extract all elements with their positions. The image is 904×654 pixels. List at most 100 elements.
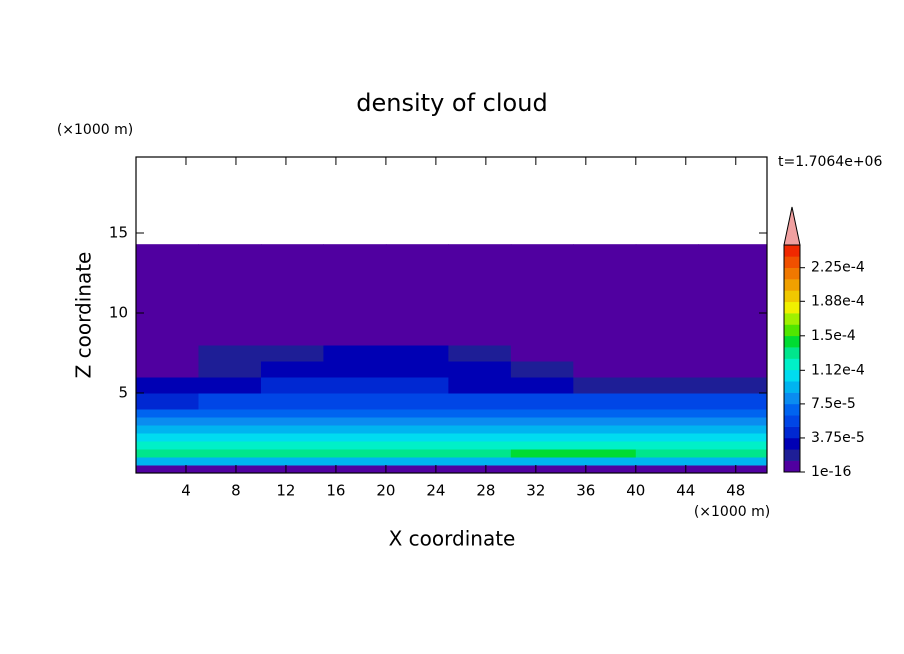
contour-cell — [260, 393, 324, 410]
contour-cell — [448, 441, 512, 450]
contour-cell — [448, 425, 512, 434]
contour-cell — [635, 361, 699, 378]
plot-frame — [135, 156, 768, 474]
contour-cell — [260, 465, 324, 474]
contour-cell — [136, 345, 199, 362]
colorbar-band — [784, 324, 800, 337]
contour-cell — [198, 313, 262, 346]
contour-cell — [260, 425, 324, 434]
colorbar-tick-label: 1.12e-4 — [811, 362, 865, 378]
contour-cell — [385, 361, 449, 378]
contour-cell — [698, 425, 768, 434]
contour-cell — [573, 345, 637, 362]
y-tick-label: 15 — [109, 224, 128, 242]
contour-cell — [136, 313, 199, 346]
contour-cell — [635, 393, 699, 410]
contour-cell — [573, 393, 637, 410]
contour-cell — [448, 361, 512, 378]
colorbar-tick-label: 2.25e-4 — [811, 260, 865, 276]
contour-cell — [136, 457, 199, 466]
chart-title: density of cloud — [356, 89, 547, 117]
contour-cell — [198, 244, 262, 314]
contour-cell — [260, 244, 324, 314]
contour-cell — [698, 409, 768, 418]
contour-cell — [448, 313, 512, 346]
x-tick-label: 16 — [326, 482, 345, 500]
contour-cell — [573, 244, 637, 314]
contour-cell — [260, 361, 324, 378]
contour-cell — [198, 465, 262, 474]
contour-cell — [510, 313, 574, 346]
colorbar-tick-label: 3.75e-5 — [811, 430, 865, 446]
x-axis-label: X coordinate — [389, 527, 516, 551]
contour-cell — [260, 313, 324, 346]
contour-cell — [635, 417, 699, 426]
colorbar-band — [784, 290, 800, 303]
contour-cell — [323, 409, 387, 418]
contour-cell — [635, 244, 699, 314]
contour-cell — [510, 425, 574, 434]
contour-cell — [573, 457, 637, 466]
contour-cell — [136, 433, 199, 442]
x-tick-label: 28 — [476, 482, 495, 500]
colorbar-frame — [783, 244, 801, 473]
colorbar-tick-label: 1.5e-4 — [811, 328, 856, 344]
contour-cell — [573, 417, 637, 426]
contour-cell — [573, 433, 637, 442]
contour-cell — [385, 465, 449, 474]
contour-cell — [635, 425, 699, 434]
contour-cell — [385, 244, 449, 314]
contour-cell — [260, 449, 324, 458]
contour-cell — [323, 313, 387, 346]
x-tick-label: 8 — [231, 482, 241, 500]
contour-cell — [448, 393, 512, 410]
contour-cell — [198, 393, 262, 410]
contour-cell — [448, 345, 512, 362]
x-tick-label: 20 — [376, 482, 395, 500]
contour-cell — [510, 361, 574, 378]
contour-cell — [510, 449, 574, 458]
contour-cell — [698, 345, 768, 362]
contour-cell — [698, 361, 768, 378]
contour-cell — [573, 377, 637, 394]
x-tick-label: 32 — [526, 482, 545, 500]
contour-cell — [510, 377, 574, 394]
contour-cell — [323, 441, 387, 450]
contour-cell — [448, 465, 512, 474]
contour-cell — [385, 313, 449, 346]
colorbar-band — [784, 449, 800, 461]
colorbar-band — [784, 426, 800, 439]
contour-cell — [510, 417, 574, 426]
contour-cell — [260, 457, 324, 466]
contour-cell — [635, 345, 699, 362]
contour-cell — [698, 393, 768, 410]
colorbar-band — [784, 279, 800, 291]
time-label: t=1.7064e+06 — [778, 154, 882, 170]
overlay: 4 8 12 16 20 24 28 32 36 40 44 48510151e-163.75e-57… — [109, 157, 865, 500]
contour-cell — [260, 433, 324, 442]
contour-cell — [198, 425, 262, 434]
contour-cell — [573, 409, 637, 418]
x-tick-label: 24 — [426, 482, 445, 500]
contour-cell — [323, 345, 387, 362]
colorbar-band — [784, 301, 800, 314]
contour-cell — [198, 433, 262, 442]
contour-cell — [136, 425, 199, 434]
contour-cell — [260, 417, 324, 426]
contour-cell — [260, 441, 324, 450]
contour-cell — [635, 449, 699, 458]
contour-cell — [385, 449, 449, 458]
contour-cell — [635, 433, 699, 442]
contour-cell — [448, 417, 512, 426]
contour-cell — [136, 361, 199, 378]
y-tick-label: 5 — [118, 384, 128, 402]
contour-cell — [136, 417, 199, 426]
contour-cell — [635, 313, 699, 346]
contour-cell — [510, 433, 574, 442]
contour-cell — [198, 377, 262, 394]
contour-cell — [448, 457, 512, 466]
contour-cell — [323, 361, 387, 378]
contour-cell — [698, 377, 768, 394]
contour-cell — [323, 425, 387, 434]
